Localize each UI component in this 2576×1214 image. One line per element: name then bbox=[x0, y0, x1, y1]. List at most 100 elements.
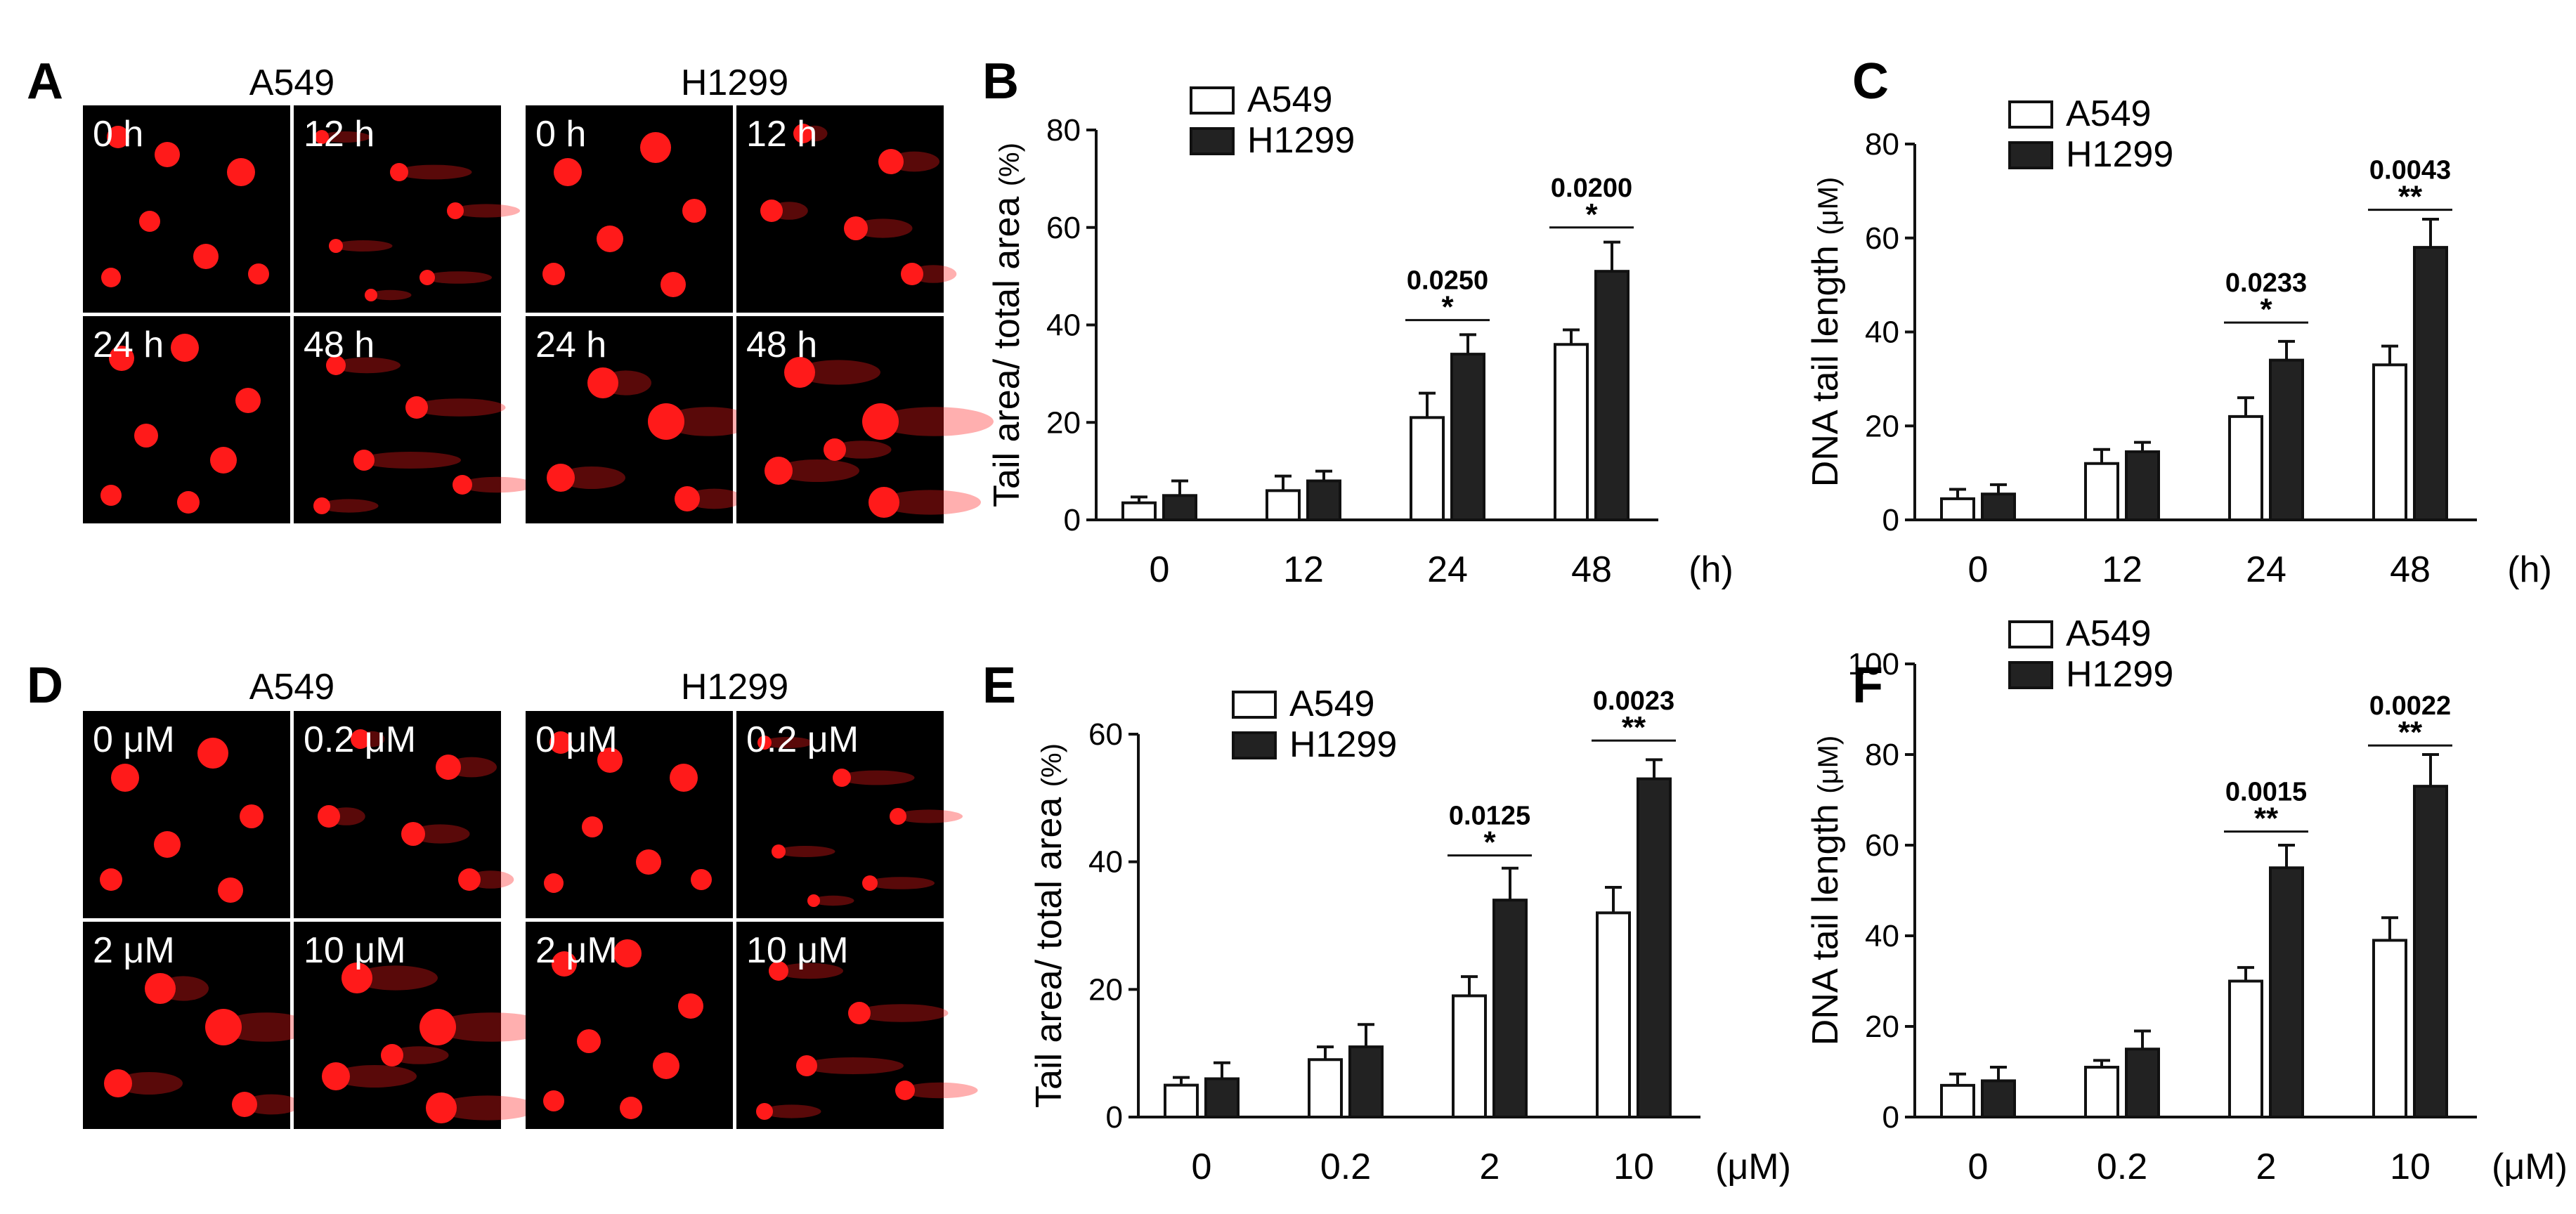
cell-line-title: A549 bbox=[249, 667, 334, 707]
comet-head bbox=[833, 769, 851, 787]
bar-h1299 bbox=[2125, 1047, 2160, 1118]
comet-head bbox=[218, 877, 243, 903]
legend-label: H1299 bbox=[2066, 134, 2173, 175]
comet-head bbox=[862, 875, 878, 891]
y-tick-label: 20 bbox=[1865, 1010, 1899, 1044]
comet-head bbox=[848, 1002, 871, 1024]
bar-a549 bbox=[2084, 462, 2119, 521]
comet-head bbox=[139, 211, 160, 232]
comet-head bbox=[756, 1103, 773, 1120]
comet-head bbox=[326, 355, 346, 375]
comet-head bbox=[341, 962, 372, 993]
tile-label: 10 μM bbox=[304, 930, 406, 971]
x-tick-label: 0 bbox=[1968, 1147, 1989, 1187]
comet-head bbox=[100, 485, 122, 506]
comet-head bbox=[544, 873, 564, 893]
comet-tail bbox=[902, 1082, 978, 1099]
x-tick-label: 0.2 bbox=[2097, 1147, 2147, 1187]
micrograph-tile: 24 h bbox=[526, 316, 755, 523]
tile-label: 48 h bbox=[304, 325, 375, 365]
bar-h1299 bbox=[1450, 353, 1485, 521]
comet-head bbox=[587, 367, 618, 398]
x-tick-label: 12 bbox=[2102, 549, 2142, 590]
comet-head bbox=[636, 849, 661, 875]
bar-h1299 bbox=[1162, 494, 1197, 521]
comet-head bbox=[235, 388, 261, 413]
comet-tail bbox=[333, 357, 401, 374]
comet-head bbox=[248, 263, 269, 285]
bar-a549 bbox=[2084, 1066, 2119, 1119]
comet-head bbox=[171, 334, 199, 362]
comet-head bbox=[155, 142, 180, 167]
comet-head bbox=[197, 738, 228, 769]
legend-label: A549 bbox=[1247, 79, 1332, 120]
y-axis-title-unit: (μM) bbox=[1813, 177, 1844, 235]
p-value-label: 0.0125 bbox=[1449, 802, 1530, 831]
comet-tail bbox=[242, 1094, 301, 1115]
y-tick-label: 40 bbox=[1865, 315, 1899, 350]
comet-head bbox=[577, 1029, 601, 1053]
comet-head bbox=[784, 357, 815, 388]
comet-tail bbox=[895, 809, 963, 823]
legend-swatch bbox=[1232, 731, 1277, 759]
y-axis-title: DNA tail length (μM) bbox=[1805, 177, 1846, 487]
x-tick-label: 48 bbox=[2390, 549, 2431, 590]
micrograph-tile: 2 μM bbox=[526, 922, 733, 1129]
comet-tail bbox=[796, 360, 880, 385]
comet-head bbox=[554, 158, 582, 186]
comet-head bbox=[232, 1092, 257, 1117]
comet-head bbox=[675, 486, 700, 511]
x-axis-unit: (μM) bbox=[1715, 1147, 1791, 1187]
bar-a549 bbox=[1164, 1083, 1199, 1119]
y-tick-label: 40 bbox=[1865, 919, 1899, 953]
comet-head bbox=[901, 263, 923, 285]
tile-label: 0.2 μM bbox=[746, 719, 859, 760]
comet-head bbox=[543, 1090, 564, 1111]
comet-head bbox=[436, 755, 461, 780]
y-tick-label: 100 bbox=[1848, 647, 1899, 681]
comet-head bbox=[351, 729, 370, 749]
comet-tail bbox=[762, 737, 813, 748]
comet-tail bbox=[838, 770, 915, 785]
bar-h1299 bbox=[2413, 785, 2448, 1119]
comet-head bbox=[381, 1044, 403, 1066]
tile-label: 2 μM bbox=[93, 930, 175, 971]
comet-head bbox=[682, 199, 706, 223]
significance-stars: ** bbox=[1622, 710, 1646, 745]
comet-tail bbox=[410, 824, 470, 844]
comet-tail bbox=[369, 289, 412, 301]
micrograph-background bbox=[294, 105, 501, 313]
micrograph-background bbox=[736, 316, 944, 523]
p-value-label: 0.0233 bbox=[2225, 268, 2307, 298]
tile-label: 2 μM bbox=[535, 930, 618, 971]
comet-tail bbox=[424, 271, 492, 284]
comet-head bbox=[210, 447, 237, 474]
legend-label: H1299 bbox=[1289, 724, 1397, 765]
tile-label: 48 h bbox=[746, 325, 817, 365]
comet-tail bbox=[219, 1012, 313, 1042]
comet-head bbox=[765, 457, 793, 485]
comet-tail bbox=[880, 490, 981, 515]
tile-label: 0 μM bbox=[93, 719, 175, 760]
bar-h1299 bbox=[1981, 1079, 2016, 1119]
legend-swatch bbox=[2008, 100, 2053, 129]
legend-swatch bbox=[2008, 141, 2053, 169]
comet-tail bbox=[412, 398, 506, 417]
tile-label: 12 h bbox=[746, 114, 817, 155]
comet-head bbox=[145, 973, 176, 1004]
comet-head bbox=[101, 268, 121, 287]
comet-tail bbox=[115, 1072, 183, 1095]
legend-swatch bbox=[1232, 691, 1277, 719]
y-axis-title-unit: (μM) bbox=[1813, 736, 1844, 794]
p-value-label: 0.0023 bbox=[1593, 686, 1674, 716]
micrograph-background bbox=[294, 922, 501, 1129]
x-tick-label: 0 bbox=[1968, 549, 1989, 590]
tile-label: 0 h bbox=[93, 114, 143, 155]
comet-head bbox=[390, 163, 408, 181]
comet-head bbox=[329, 239, 343, 253]
comet-tail bbox=[333, 240, 393, 252]
comet-head bbox=[134, 424, 158, 448]
panel-letter-d: D bbox=[27, 658, 63, 714]
